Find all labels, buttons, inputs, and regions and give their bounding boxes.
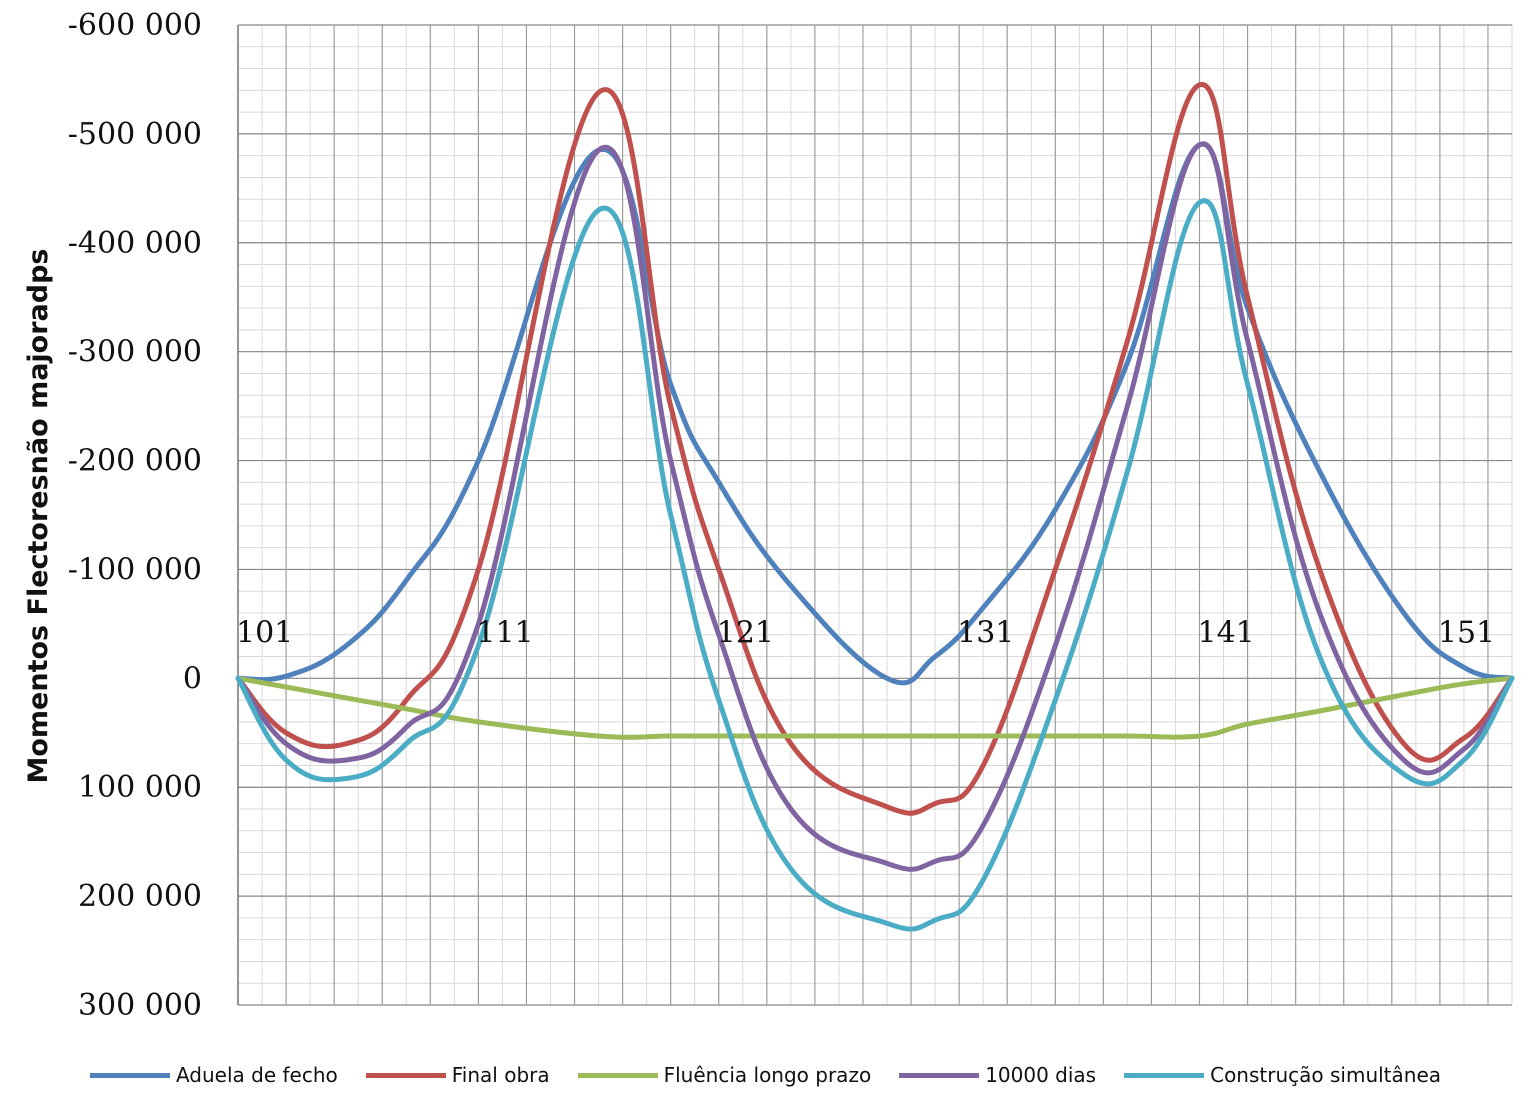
legend-label: Aduela de fecho <box>175 1063 338 1087</box>
y-tick-label: 300 000 <box>78 988 202 1023</box>
legend-label: Final obra <box>451 1063 550 1087</box>
legend: Aduela de fecho Final obra Fluência longo … <box>0 1058 1531 1092</box>
y-tick-label: -300 000 <box>68 335 202 370</box>
y-tick-labels: -600 000 -500 000 -400 000 -300 000 -200 000… <box>68 8 202 1023</box>
y-tick-label: 200 000 <box>78 879 202 914</box>
x-tick-label: 131 <box>957 615 1014 650</box>
y-tick-label: 100 000 <box>78 770 202 805</box>
legend-swatch <box>899 1072 980 1078</box>
legend-item: Construção simultânea <box>1124 1063 1441 1087</box>
y-axis-label: Momentos Flectoresnão majoradps <box>23 249 54 784</box>
y-tick-label: -600 000 <box>68 8 202 43</box>
x-tick-label: 101 <box>236 615 293 650</box>
x-tick-label: 121 <box>717 615 774 650</box>
y-tick-label: 0 <box>183 661 202 696</box>
legend-label: Fluência longo prazo <box>663 1063 872 1087</box>
legend-item: Aduela de fecho <box>89 1063 338 1087</box>
y-tick-label: -400 000 <box>68 226 202 261</box>
series-line-10000-dias <box>235 141 1515 872</box>
series-line-final-obra <box>235 82 1515 816</box>
legend-item: 10000 dias <box>899 1063 1096 1087</box>
legend-swatch <box>89 1072 170 1078</box>
legend-swatch <box>365 1072 446 1078</box>
y-tick-label: -200 000 <box>68 444 202 479</box>
legend-swatch <box>577 1072 658 1078</box>
series-line-aduela-de-fecho <box>235 141 1515 686</box>
legend-item: Final obra <box>365 1063 550 1087</box>
y-tick-label: -100 000 <box>68 552 202 587</box>
legend-item: Fluência longo prazo <box>577 1063 872 1087</box>
legend-label: Construção simultânea <box>1210 1063 1442 1087</box>
y-tick-label: -500 000 <box>68 117 202 152</box>
series-line-construcao-simultanea <box>235 198 1515 932</box>
x-tick-label: 111 <box>476 615 533 650</box>
x-tick-labels: 101 111 121 131 141 151 <box>236 615 1495 650</box>
legend-swatch <box>1124 1072 1205 1078</box>
series-lines <box>235 82 1515 932</box>
x-tick-label: 141 <box>1198 615 1255 650</box>
legend-label: 10000 dias <box>985 1063 1097 1087</box>
x-tick-label: 151 <box>1438 615 1495 650</box>
